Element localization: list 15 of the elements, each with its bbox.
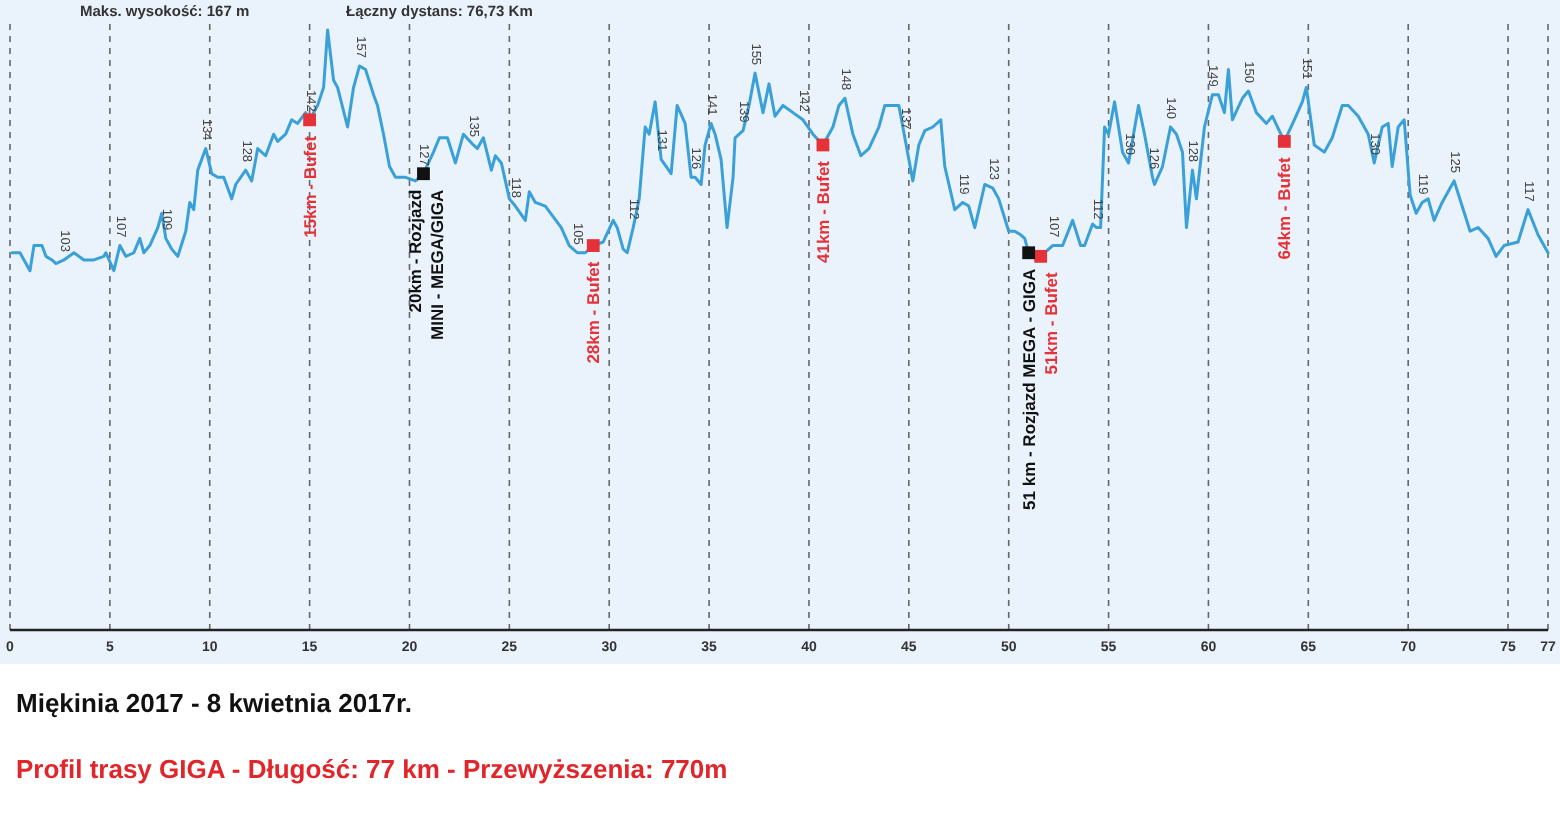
annotation: 15km - Bufet (299, 135, 320, 238)
point (303, 113, 317, 127)
annotation: 64km - Bufet (1274, 157, 1295, 260)
point (1022, 246, 1036, 260)
point (586, 239, 600, 252)
annotation: 51 km - Rozjazd MEGA - GIGA (1018, 268, 1039, 510)
point (1277, 134, 1291, 148)
annotation: 51km - Bufet (1040, 272, 1061, 375)
annotation: 20km - Rozjazd MINI - MEGA/GIGA (405, 189, 448, 340)
text: Profil trasy GIGA - Długość: 77 km - Przewyższenia: 770m (16, 754, 728, 784)
point (417, 167, 430, 181)
text: Miękinia 2017 - 8 kwietnia 2017r. (16, 688, 413, 718)
annotation: 41km - Bufet (812, 160, 833, 263)
point (1034, 249, 1048, 263)
annotation: 28km - Bufet (583, 261, 604, 364)
